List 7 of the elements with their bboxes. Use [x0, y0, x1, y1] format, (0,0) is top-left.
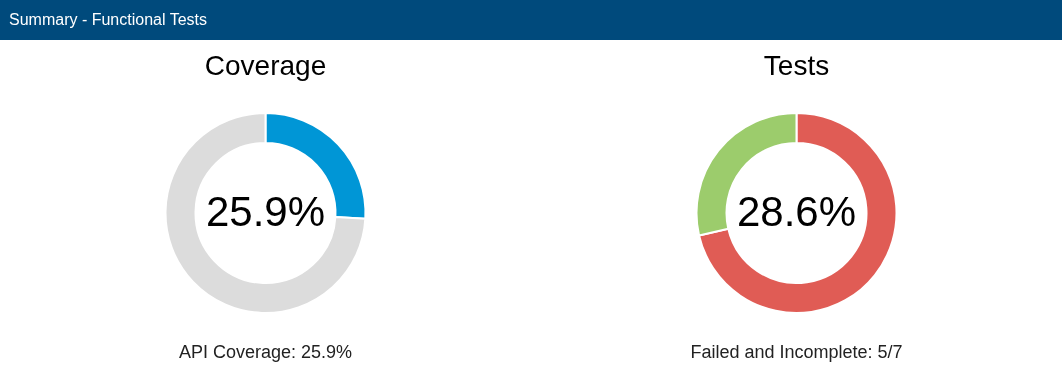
text: Failed and Incomplete: 5/7 [690, 342, 903, 362]
chart-title: Coverage [204, 49, 327, 81]
text: 25.9% [205, 187, 326, 235]
text: API Coverage: 25.9% [178, 342, 353, 362]
chart-title: Tests [763, 49, 830, 81]
text: 28.6% [736, 187, 857, 235]
text: Summary - Functional Tests [8, 11, 207, 28]
